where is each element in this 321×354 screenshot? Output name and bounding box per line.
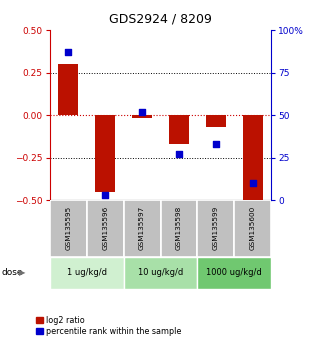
Text: 1 ug/kg/d: 1 ug/kg/d [67, 268, 107, 277]
Point [250, 180, 256, 186]
Bar [169, 115, 189, 144]
Point [177, 151, 182, 157]
Bar [234, 200, 271, 257]
Point [140, 109, 145, 114]
Point [66, 49, 71, 55]
Bar [124, 200, 160, 257]
Bar [124, 257, 197, 289]
Point [102, 192, 108, 198]
Text: 10 ug/kg/d: 10 ug/kg/d [138, 268, 183, 277]
Text: dose: dose [2, 268, 23, 277]
Text: GSM135599: GSM135599 [213, 206, 219, 251]
Text: GSM135598: GSM135598 [176, 206, 182, 251]
Point [213, 141, 218, 147]
Text: GSM135597: GSM135597 [139, 206, 145, 251]
Bar [160, 200, 197, 257]
Bar [197, 200, 234, 257]
Text: 1000 ug/kg/d: 1000 ug/kg/d [206, 268, 262, 277]
Legend: log2 ratio, percentile rank within the sample: log2 ratio, percentile rank within the s… [36, 315, 181, 336]
Bar [50, 257, 124, 289]
Bar [243, 115, 263, 204]
Bar [87, 200, 124, 257]
Bar [206, 115, 226, 127]
Text: GSM135595: GSM135595 [65, 206, 71, 251]
Bar [95, 115, 115, 192]
Text: GSM135596: GSM135596 [102, 206, 108, 251]
Bar [50, 200, 87, 257]
Text: GSM135600: GSM135600 [250, 206, 256, 251]
Bar [58, 64, 78, 115]
Text: ▶: ▶ [19, 268, 25, 277]
Bar [132, 115, 152, 119]
Bar [197, 257, 271, 289]
Text: GDS2924 / 8209: GDS2924 / 8209 [109, 12, 212, 25]
